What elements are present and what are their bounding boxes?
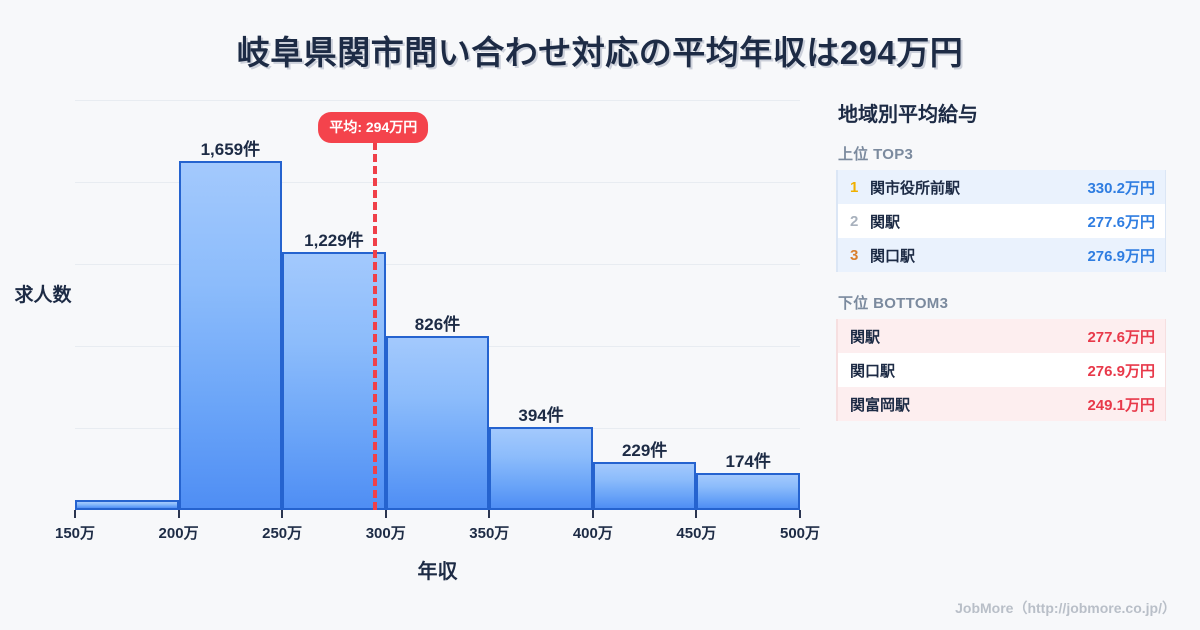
rank-number: 1 [850,178,859,196]
histogram-bar [489,427,593,510]
x-axis-tick-label: 250万 [262,525,303,542]
histogram-bar [696,473,800,510]
x-axis-tick [695,510,698,518]
rank-station-name: 関駅 [850,328,881,346]
rank-row: 関駅 277.6万円 [838,319,1165,353]
bar-value-label: 1,229件 [304,230,364,250]
rank-station-name: 関市役所前駅 [870,179,961,197]
side-panel-title: 地域別平均給与 [838,104,978,126]
rank-salary-value: 276.9万円 [1087,362,1155,380]
rank-number: 2 [850,212,859,230]
x-axis-tick-label: 300万 [365,525,406,542]
rank-salary-value: 277.6万円 [1087,328,1155,346]
x-axis-tick [591,510,594,518]
footer-watermark: JobMore（http://jobmore.co.jp/） [955,600,1176,616]
histogram-chart: 求人数 1,659件 1,229件 826件 394件 229件 174件 150万 200万… [0,90,830,600]
x-axis-tick-label: 350万 [469,525,510,542]
average-label-pill: 平均: 294万円 [318,112,429,143]
x-axis-tick [177,510,180,518]
bar-value-label: 826件 [414,315,461,335]
x-axis-tick-label: 150万 [54,525,96,542]
x-axis-tick-label: 400万 [572,525,613,542]
histogram-bar [282,251,386,510]
rank-station-name: 関口駅 [870,247,916,265]
region-salary-panel: 地域別平均給与 上位 TOP3 1 関市役所前駅 330.2万円 2 関駅 277.6万円… [836,98,1166,441]
histogram-bar [385,336,490,510]
rank-number: 3 [850,246,859,264]
rank-station-name: 関口駅 [850,362,896,380]
bar-value-label: 1,659件 [200,140,261,160]
rank-salary-value: 276.9万円 [1087,247,1155,265]
x-axis-tick-label: 450万 [676,525,717,542]
rank-salary-value: 330.2万円 [1087,179,1155,197]
x-axis-tick [384,510,387,518]
rank-salary-value: 249.1万円 [1087,396,1155,414]
rank-row: 関富岡駅 249.1万円 [838,387,1165,421]
bottom3-heading: 下位 BOTTOM3 [838,295,949,312]
average-line [373,142,378,510]
x-axis-tick [799,510,801,518]
gridline [75,182,800,183]
histogram-bar [592,461,697,510]
histogram-bar [75,499,179,510]
x-axis-tick [281,510,284,518]
x-axis-tick [74,510,76,518]
rank-salary-value: 277.6万円 [1087,213,1155,231]
rank-row: 2 関駅 277.6万円 [838,204,1165,238]
gridline [75,264,800,265]
bottom3-card: 関駅 277.6万円関口駅 276.9万円関富岡駅 249.1万円 [836,319,1166,421]
bar-value-label: 394件 [518,406,564,426]
bar-value-label: 174件 [725,452,771,472]
plot-area: 1,659件 1,229件 826件 394件 229件 174件 150万 200万 250万… [55,100,820,542]
bar-value-label: 229件 [621,440,668,460]
rank-row: 関口駅 276.9万円 [838,353,1165,387]
gridline [75,100,800,101]
rank-station-name: 関駅 [870,213,901,231]
page-title: 岐阜県関市問い合わせ対応の平均年収は294万円 [236,34,964,71]
rank-row: 1 関市役所前駅 330.2万円 [838,170,1165,204]
x-axis-title: 年収 [417,561,458,583]
rank-row: 3 関口駅 276.9万円 [838,238,1165,272]
x-axis-tick-label: 200万 [158,525,199,542]
x-axis-tick-label: 500万 [779,525,821,542]
rank-station-name: 関富岡駅 [850,396,911,414]
histogram-bar [178,161,283,510]
top3-card: 1 関市役所前駅 330.2万円 2 関駅 277.6万円 3 関口駅 276.9万円 [836,170,1166,272]
x-axis-tick [488,510,491,518]
y-axis-title: 求人数 [14,285,72,306]
top3-heading: 上位 TOP3 [838,146,914,163]
